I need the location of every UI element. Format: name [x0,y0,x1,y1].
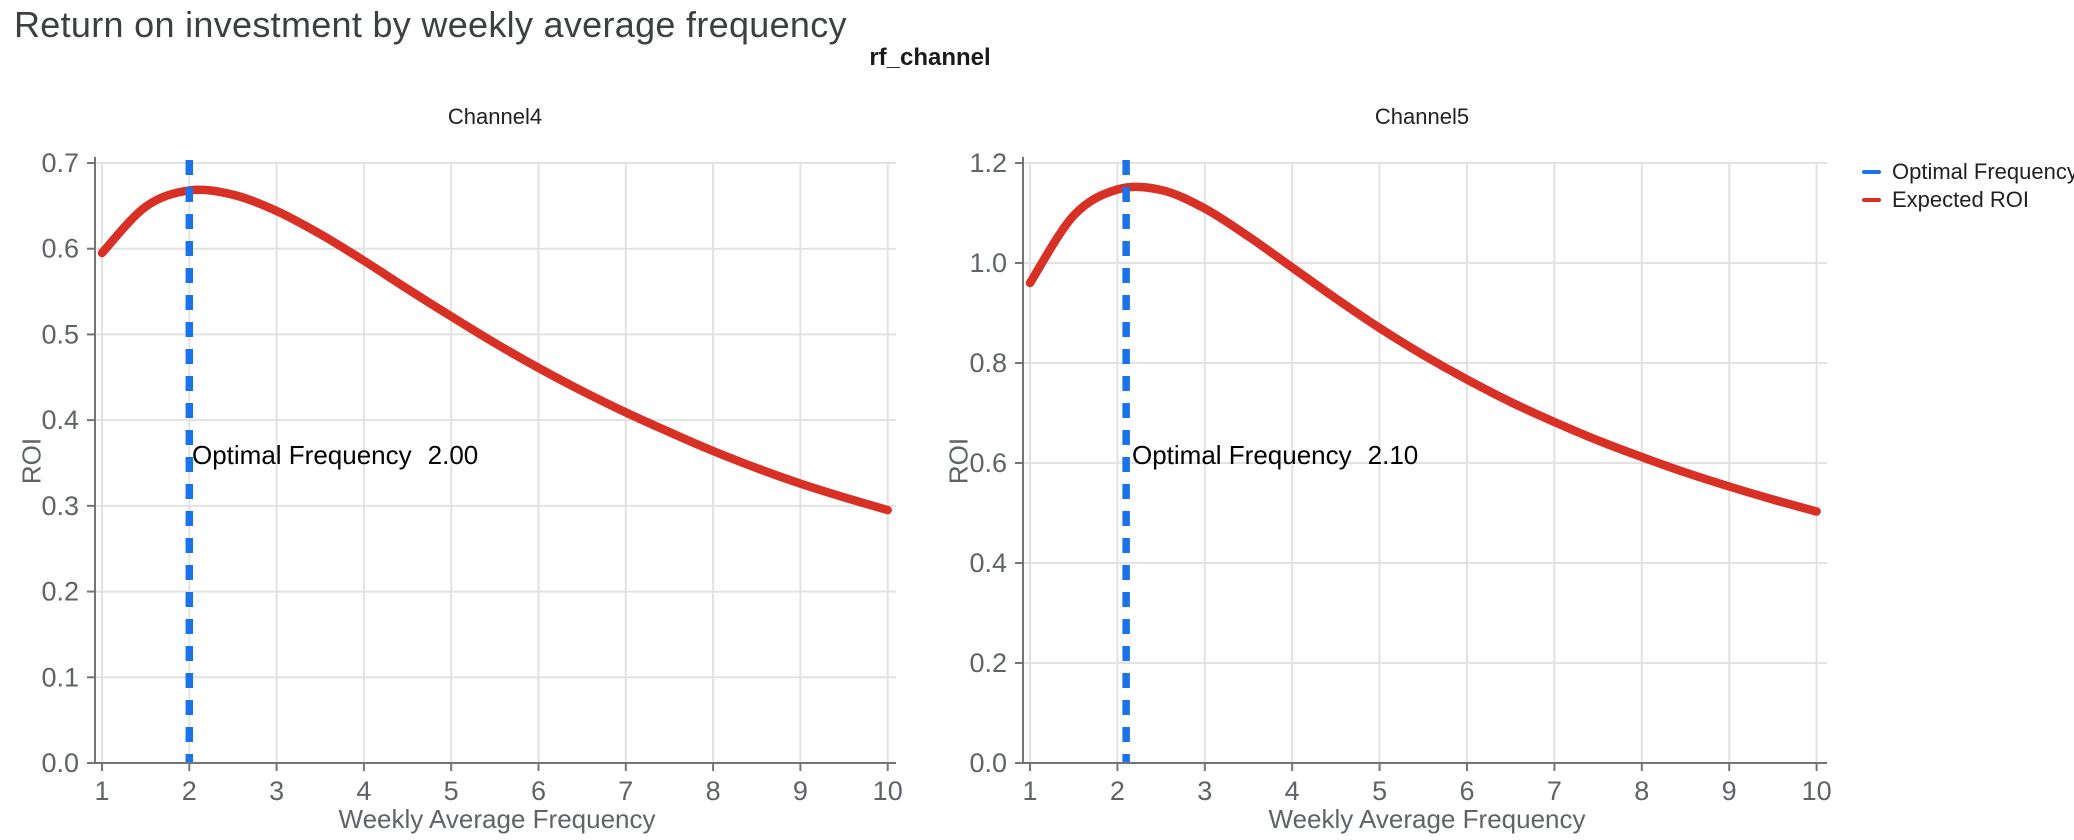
svg-text:1: 1 [1022,776,1037,806]
svg-text:10: 10 [1802,776,1832,806]
page-title: Return on investment by weekly average f… [14,4,847,45]
svg-text:2: 2 [1110,776,1125,806]
legend-item-optimal-frequency: Optimal Frequency [1862,158,2074,186]
svg-text:0.0: 0.0 [41,748,79,778]
annotation-label: Optimal Frequency [1132,440,1352,470]
svg-text:8: 8 [706,776,721,806]
svg-text:0.7: 0.7 [41,148,79,178]
svg-text:3: 3 [1197,776,1212,806]
svg-text:0.2: 0.2 [41,577,79,607]
svg-text:4: 4 [356,776,371,806]
legend-label: Optimal Frequency [1892,159,2074,184]
facet-title-channel5: Channel5 [1374,104,1470,129]
svg-text:9: 9 [1722,776,1737,806]
svg-text:6: 6 [1459,776,1474,806]
svg-text:3: 3 [269,776,284,806]
legend-label: Expected ROI [1892,187,2029,212]
legend-item-expected-roi: Expected ROI [1862,186,2074,214]
y-axis-title-channel5: ROI [943,437,974,485]
svg-text:0.6: 0.6 [969,448,1007,478]
optimal-frequency-line-swatch [1862,170,1881,174]
svg-text:1.0: 1.0 [969,248,1007,278]
svg-text:1: 1 [94,776,109,806]
svg-text:0.0: 0.0 [969,748,1007,778]
svg-text:0.2: 0.2 [969,648,1007,678]
chart-subtitle: rf_channel [869,44,991,71]
svg-text:7: 7 [618,776,633,806]
annotation-label: Optimal Frequency [192,440,412,470]
facet-title-channel4: Channel4 [447,104,543,129]
svg-text:0.5: 0.5 [41,319,79,349]
svg-text:0.8: 0.8 [969,348,1007,378]
optimal-frequency-annotation-channel4: Optimal Frequency 2.00 [192,440,478,471]
x-axis-title-channel5: Weekly Average Frequency [1268,804,1586,834]
svg-text:5: 5 [444,776,459,806]
expected-roi-line-swatch [1862,198,1881,202]
svg-text:0.1: 0.1 [41,662,79,692]
svg-text:0.6: 0.6 [41,234,79,264]
svg-text:0.4: 0.4 [969,548,1007,578]
legend: Optimal Frequency Expected ROI [1862,158,2074,214]
y-axis-title-channel4: ROI [16,437,47,485]
svg-text:0.4: 0.4 [41,405,79,435]
svg-text:5: 5 [1372,776,1387,806]
svg-text:9: 9 [793,776,808,806]
x-axis-title-channel4: Weekly Average Frequency [338,804,656,834]
annotation-value: 2.10 [1367,440,1419,470]
svg-text:7: 7 [1547,776,1562,806]
svg-text:10: 10 [873,776,903,806]
svg-text:4: 4 [1285,776,1300,806]
optimal-frequency-annotation-channel5: Optimal Frequency 2.10 [1132,440,1418,471]
svg-text:0.3: 0.3 [41,491,79,521]
svg-text:6: 6 [531,776,546,806]
annotation-value: 2.00 [427,440,479,470]
svg-text:8: 8 [1634,776,1649,806]
svg-text:1.2: 1.2 [969,148,1007,178]
svg-text:2: 2 [182,776,197,806]
